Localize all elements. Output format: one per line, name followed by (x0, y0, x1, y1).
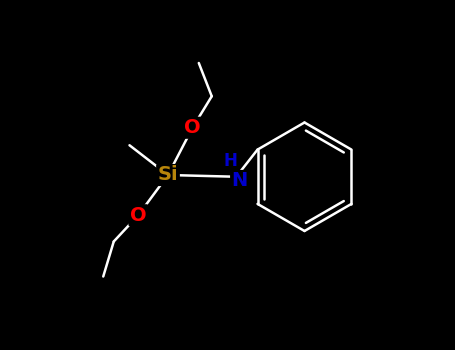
Text: H: H (223, 152, 237, 170)
Text: Si: Si (158, 166, 178, 184)
Text: O: O (184, 118, 201, 137)
Text: N: N (232, 172, 248, 190)
Text: O: O (130, 206, 147, 225)
